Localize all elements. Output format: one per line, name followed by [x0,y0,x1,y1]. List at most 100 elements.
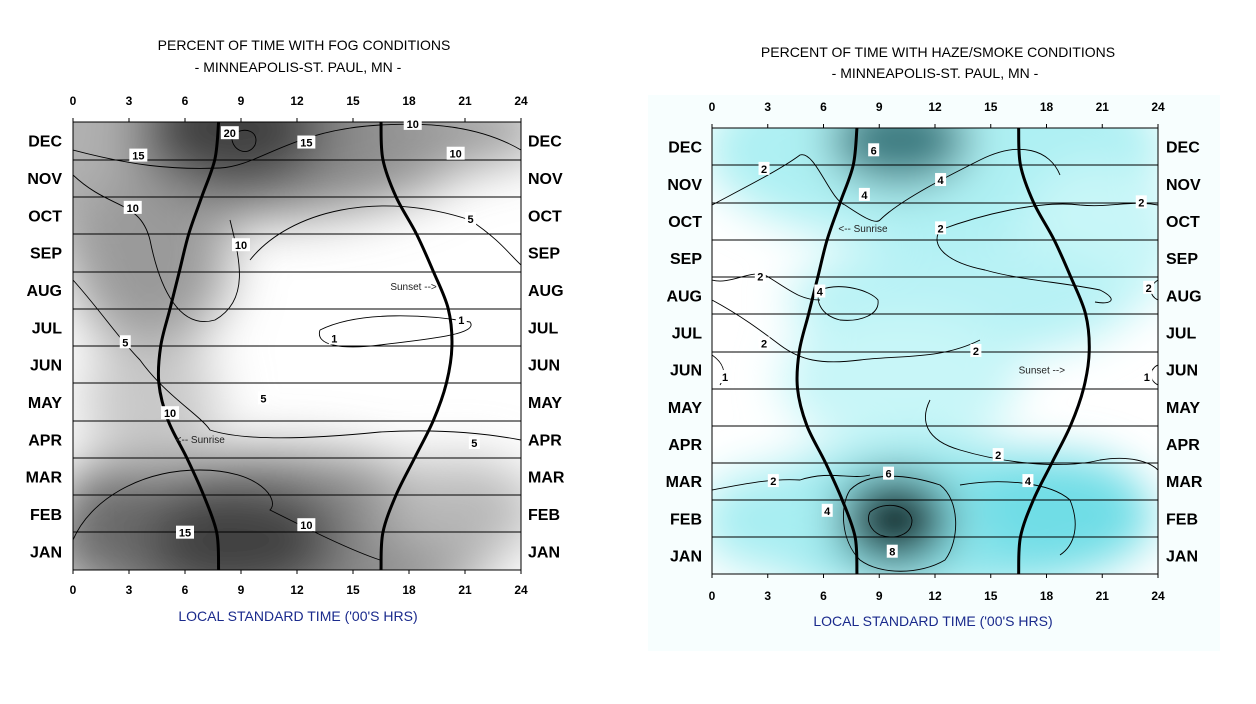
fog-x-tick-bottom: 12 [290,583,304,597]
haze-month-label-left: JAN [670,548,702,565]
haze-contour-label-bg [883,466,895,480]
fog-contour-label-bg [257,391,269,405]
haze-x-tick-bottom: 21 [1096,589,1110,603]
haze-contour-label: 2 [938,223,944,235]
haze-contour-label-bg [758,161,770,175]
haze-month-label-right: NOV [1166,177,1201,194]
fog-contour-label: 5 [122,337,128,349]
haze-contour-label-bg [821,503,833,517]
haze-x-tick-top: 18 [1040,100,1054,114]
haze-contour-label: 2 [995,450,1001,462]
haze-contour-label-bg [935,173,947,187]
fog-month-label-left: JAN [30,544,62,561]
haze-x-tick-bottom: 15 [984,589,998,603]
haze-contour-label: 2 [761,164,767,176]
haze-sunset-curve [1017,127,1091,575]
fog-month-label-left: OCT [28,208,62,225]
haze-contour-label: 2 [973,346,979,358]
haze-contour-label: 2 [761,339,767,351]
fog-month-label-right: SEP [528,246,560,263]
fog-chart-subtitle: - MINNEAPOLIS-ST. PAUL, MN - [195,59,402,75]
fog-contour-label-bg [455,312,467,326]
haze-contour-label-bg [886,544,898,558]
fog-month-label-left: APR [28,432,62,449]
haze-x-tick-bottom: 0 [709,589,716,603]
haze-contour-label-bg [719,370,731,384]
fog-chart-title: PERCENT OF TIME WITH FOG CONDITIONS [158,37,451,53]
haze-contour-label-bg [758,336,770,350]
haze-contour-label: 4 [817,287,824,299]
fog-month-label-right: MAY [528,395,562,412]
haze-sunrise-label: <-- Sunrise [838,224,888,235]
haze-x-tick-top: 0 [709,100,716,114]
fog-contour-label: 5 [471,438,477,450]
haze-contour-label: 4 [824,506,831,518]
haze-month-label-right: APR [1166,437,1200,454]
fog-month-label-right: OCT [528,208,562,225]
haze-contour-label-bg [1143,280,1155,294]
fog-contour-label: 10 [407,119,419,131]
haze-month-label-right: JUN [1166,363,1198,380]
haze-contour-labels: 6 2 4 4 2 2 2 4 2 2 2 1 1 2 2 6 4 4 8 [719,143,1155,559]
haze-x-tick-bottom: 12 [928,589,942,603]
haze-month-label-right: MAR [1166,474,1203,491]
haze-heat-field [712,128,1158,574]
fog-sunset-curve [379,121,454,571]
fog-x-tick-top: 3 [126,94,133,108]
fog-contour-label: 15 [300,138,312,150]
fog-month-label-right: AUG [528,283,564,300]
fog-month-label-right: MAR [528,470,565,487]
fog-contour-label-bg [297,135,316,149]
haze-month-label-left: MAY [668,400,702,417]
fog-x-tick-bottom: 3 [126,583,133,597]
haze-contour-label: 6 [885,469,891,481]
fog-month-label-left: FEB [30,507,62,524]
haze-x-tick-bottom: 6 [820,589,827,603]
haze-contour-label-bg [1135,195,1147,209]
fog-contour-label: 10 [164,408,176,420]
fog-month-label-left: AUG [26,283,62,300]
haze-month-label-left: FEB [670,511,702,528]
fog-x-ticks-top: 0 3 6 9 12 15 18 21 24 [70,94,528,122]
fog-contour-label-bg [119,335,131,349]
haze-x-ticks-bottom: 0 3 6 9 12 15 18 21 24 [709,574,1165,603]
haze-month-label-left: APR [668,437,702,454]
fog-x-tick-bottom: 6 [182,583,189,597]
haze-x-tick-top: 6 [820,100,827,114]
haze-x-tick-top: 9 [876,100,883,114]
haze-contour-label-bg [970,344,982,357]
fog-contour-label-bg [176,525,194,539]
haze-sunset-label: Sunset --> [1019,365,1066,376]
fog-contour-label-bg [220,126,239,140]
haze-month-gridlines [712,164,1158,538]
haze-contour-label: 4 [861,190,868,202]
fog-x-tick-bottom: 9 [238,583,245,597]
haze-contour-label-bg [992,448,1004,462]
fog-month-label-right: JUL [528,320,558,337]
fog-x-tick-bottom: 0 [70,583,77,597]
haze-month-label-left: SEP [670,251,702,268]
haze-contour-label: 2 [1146,283,1152,295]
fog-x-tick-bottom: 18 [402,583,416,597]
fog-contour-label-bg [403,116,422,130]
haze-month-label-right: FEB [1166,511,1198,528]
fog-contour-label: 15 [132,151,144,163]
fog-x-tick-top: 12 [290,94,304,108]
haze-contour-label-bg [1141,370,1153,384]
fog-contour-label: 10 [127,203,139,215]
fog-sunset-label: Sunset --> [390,282,437,293]
fog-month-label-right: DEC [528,134,562,151]
fog-x-tick-bottom: 21 [458,583,472,597]
fog-month-labels-left: DEC NOV OCT SEP AUG JUL JUN MAY APR MAR FEB JAN [26,134,63,562]
fog-contour-label: 1 [331,334,337,346]
haze-month-label-left: MAR [666,474,703,491]
haze-x-axis-label: LOCAL STANDARD TIME ('00'S HRS) [813,613,1052,629]
fog-month-label-right: JUN [528,358,560,375]
haze-month-label-left: OCT [668,214,702,231]
haze-month-labels-right: DEC NOV OCT SEP AUG JUL JUN MAY APR MAR FEB JAN [1166,140,1203,566]
haze-month-label-left: JUL [672,325,702,342]
fog-sunrise-curve [156,121,221,571]
fog-x-tick-top: 6 [182,94,189,108]
